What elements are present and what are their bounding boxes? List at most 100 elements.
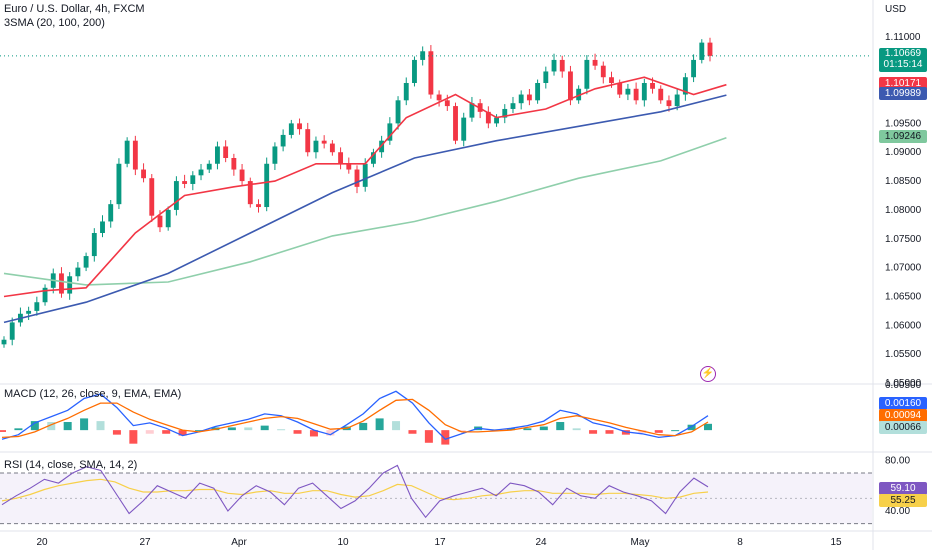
candle-body [108,204,114,222]
macd-hist-bar [293,430,302,434]
macd-hist-bar [375,418,384,431]
price-tick-label: 1.07500 [885,234,922,245]
time-tick-label: 27 [139,537,151,548]
macd-hist-bar [441,430,450,445]
rsi-ma-badge: 55.25 [879,494,927,507]
sma200-line [3,137,727,286]
symbol-title[interactable]: Euro / U.S. Dollar, 4h, FXCM [4,3,145,15]
candle-body [568,71,573,101]
signal-badge: 0.00094 [879,409,927,422]
candle-body [699,42,705,60]
candle-body [206,163,212,170]
sma100-line [3,94,727,324]
candle-body [551,59,557,72]
lightning-icon[interactable]: ⚡ [700,366,716,382]
rsi-tick-label: 80.00 [885,455,910,466]
candle-body [256,204,261,208]
candle-body [149,178,155,216]
macd-hist-bar [162,430,171,434]
rsi-title[interactable]: RSI (14, close, SMA, 14, 2) [4,459,138,471]
candle-body [329,143,335,153]
candle-body [707,42,713,56]
candle-body [297,123,302,130]
candle-body [600,65,606,78]
candle-body [485,111,491,124]
candle-body [190,175,196,184]
candle-body [633,88,639,101]
macd-hist-bar [392,421,401,431]
candle-body [625,88,631,95]
macd-hist-bar [506,428,515,431]
last-price: 1.10669 [884,48,922,59]
rsi-ma-line [1,478,709,502]
macd-hist-bar [178,430,187,436]
rsi-badge: 59.10 [879,482,927,495]
macd-hist-bar [572,428,581,431]
candle-body [231,158,237,170]
macd-hist-bar [0,430,6,432]
macd-hist-bar [145,430,154,434]
candle-body [338,152,344,164]
macd-hist-bar [359,422,368,431]
macd-hist-bar [457,430,466,432]
macd-hist-bar [96,421,105,431]
time-tick-label: 15 [830,537,842,548]
candle-body [535,83,541,101]
candle-body [100,221,105,233]
sma-indicator-title[interactable]: 3SMA (20, 100, 200) [4,17,105,29]
candle-body [313,140,319,153]
candle-body [518,94,524,104]
candle-body [280,134,286,147]
macd-hist-bar [260,425,269,431]
candle-body [576,88,582,101]
time-tick-label: 10 [337,537,349,548]
candle-body [157,215,163,228]
candle-body [617,83,623,95]
candle-body [453,106,458,141]
price-tick-label: 1.05500 [885,349,922,360]
candle-body [691,59,697,78]
macd-hist-bar [244,427,253,431]
candle-body [428,51,434,95]
candle-body [124,140,130,164]
macd-hist-bar [47,422,56,431]
candle-body [288,123,294,135]
macd-title[interactable]: MACD (12, 26, close, 9, EMA, EMA) [4,388,182,400]
candle-body [26,310,32,314]
candle-body [198,169,204,176]
candle-body [247,181,253,205]
macd-hist-bar [408,430,417,434]
time-tick-label: 20 [36,537,48,548]
price-tick-label: 1.08500 [885,176,922,187]
candle-body [305,129,311,153]
candle-body [239,169,245,182]
price-tick-label: 1.06500 [885,291,922,302]
candle-body [403,83,409,101]
candle-body [436,94,442,101]
price-tick-label: 1.08000 [885,205,922,216]
macd-hist-bar [671,430,680,432]
macd-hist-bar [30,421,39,431]
candles-group [1,37,713,348]
macd-hist-bar [589,430,598,434]
time-tick-label: 8 [737,537,743,548]
candle-body [75,267,81,277]
currency-label: USD [885,4,906,15]
candle-body [165,209,171,228]
candle-body [215,146,220,164]
candle-body [641,83,647,101]
candle-body [346,163,352,170]
macd-hist-bar [539,426,548,431]
candle-body [354,169,360,187]
candle-body [395,100,401,124]
price-tick-label: 1.06000 [885,320,922,331]
candle-body [9,322,15,340]
candle-body [444,100,450,107]
sma20-line [3,76,727,298]
macd-hist-bar [63,422,72,431]
sma20-badge: 1.10171 [879,77,927,90]
candle-body [223,146,229,158]
candle-body [420,51,426,60]
candle-body [272,146,278,164]
